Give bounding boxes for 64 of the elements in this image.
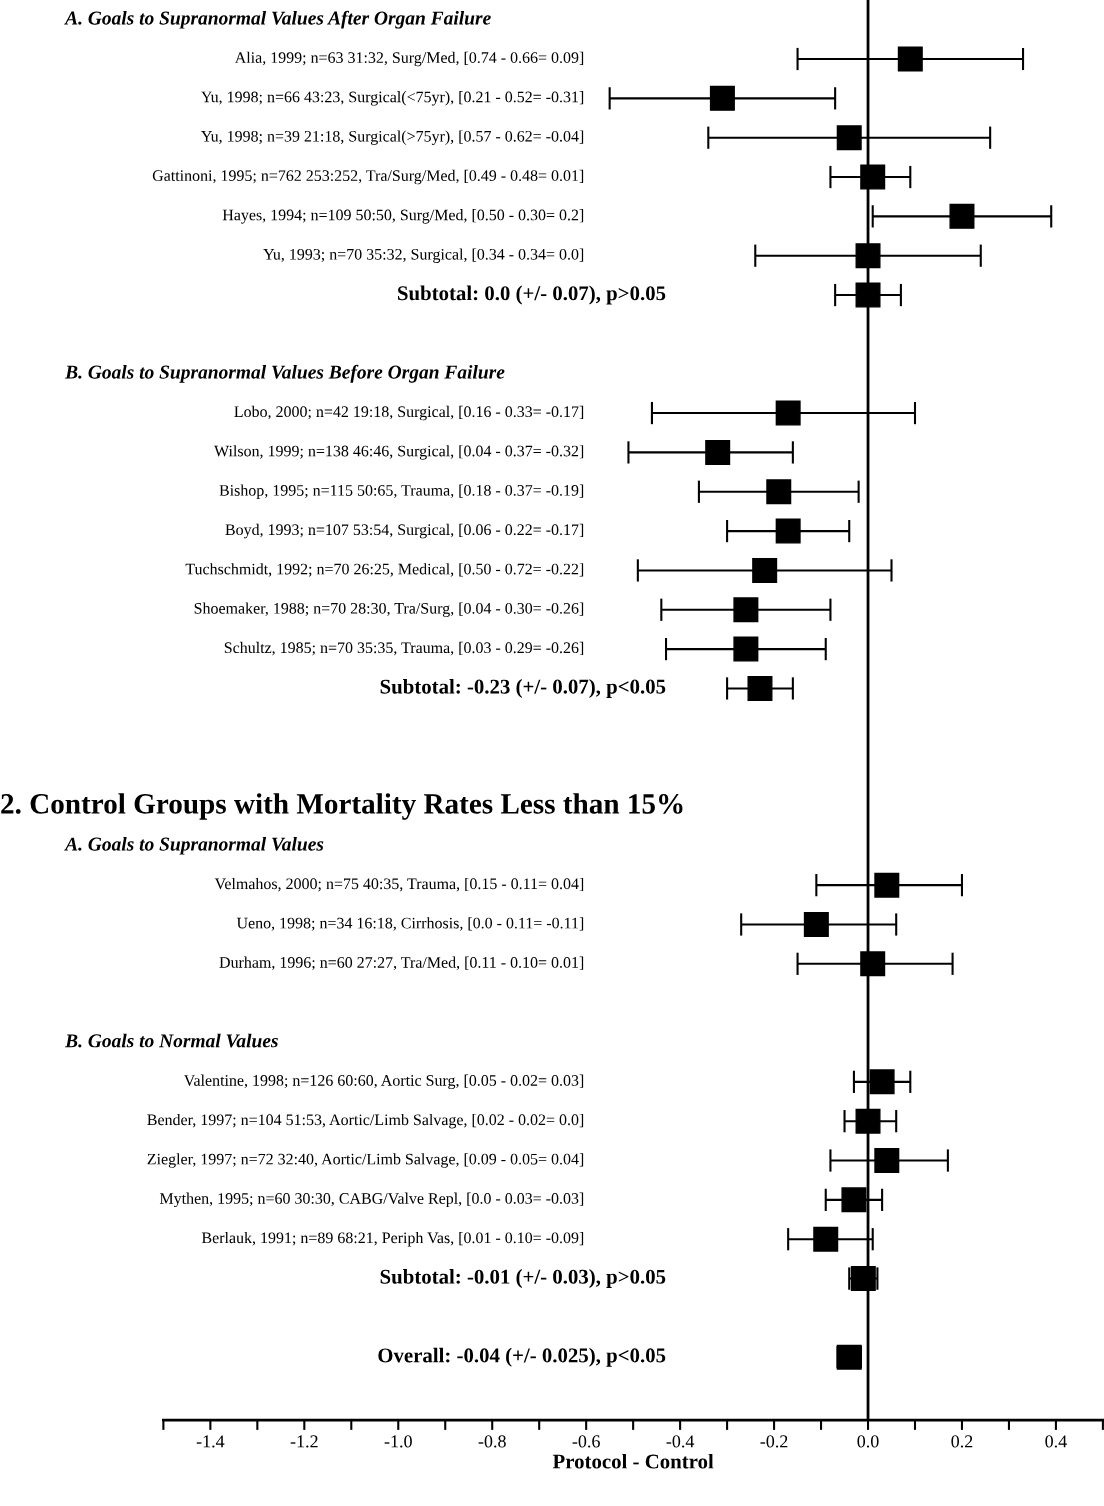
- y-tick-label: Durham, 1996; n=60 27:27, Tra/Med, [0.11 - 0.10= 0.01]: [219, 956, 584, 971]
- point: [747, 675, 773, 701]
- point: [855, 1108, 881, 1134]
- y-tick-label: A. Goals to Supranormal Values: [64, 836, 324, 855]
- y-tick-label: A. Goals to Supranormal Values After Organ Failure: [64, 10, 491, 29]
- y-tick-label: 2. Control Groups with Mortality Rates Less than 15%: [1, 793, 683, 820]
- point: [775, 400, 801, 426]
- x-tick-label: -0.8: [478, 1435, 506, 1448]
- y-tick-label: Boyd, 1993; n=107 53:54, Surgical, [0.06 - 0.22= -0.17]: [225, 523, 584, 539]
- y-tick-label: Overall: -0.04 (+/- 0.025), p<0.05: [378, 1347, 666, 1367]
- y-tick-label: Subtotal: -0.01 (+/- 0.03), p>0.05: [380, 1269, 666, 1288]
- y-tick-label: Hayes, 1994; n=109 50:50, Surg/Med, [0.50 - 0.30= 0.2]: [222, 209, 584, 224]
- y-tick-label: Berlauk, 1991; n=89 68:21, Periph Vas, [0.01 - 0.10= -0.09]: [201, 1231, 584, 1247]
- y-tick-label: Subtotal: -0.23 (+/- 0.07), p<0.05: [380, 679, 666, 698]
- point: [836, 125, 862, 151]
- x-tick-label: 0.0: [857, 1435, 879, 1448]
- point: [775, 518, 801, 544]
- y-tick-label: Yu, 1993; n=70 35:32, Surgical, [0.34 - 0.34= 0.0]: [263, 248, 584, 263]
- y-tick-label: B. Goals to Normal Values: [64, 1033, 278, 1048]
- x-tick-label: 0.2: [951, 1435, 973, 1448]
- y-tick-label: Alia, 1999; n=63 31:32, Surg/Med, [0.74 - 0.66= 0.09]: [234, 51, 584, 67]
- point: [874, 872, 900, 898]
- x-tick-label: -1.4: [196, 1435, 225, 1448]
- point: [869, 1069, 895, 1095]
- y-tick-label: Schultz, 1985; n=70 35:35, Trauma, [0.03 - 0.29= -0.26]: [224, 641, 584, 656]
- x-tick-label: -0.2: [760, 1435, 788, 1448]
- point: [705, 439, 731, 465]
- y-tick-label: Velmahos, 2000; n=75 40:35, Trauma, [0.15 - 0.11= 0.04]: [214, 877, 584, 892]
- point: [855, 282, 881, 308]
- y-tick-label: Mythen, 1995; n=60 30:30, CABG/Valve Repl, [0.0 - 0.03= -0.03]: [159, 1192, 584, 1208]
- y-tick-label: Subtotal: 0.0 (+/- 0.07), p>0.05: [398, 285, 666, 305]
- y-tick-label: Shoemaker, 1988; n=70 28:30, Tra/Surg, [0.04 - 0.30= -0.26]: [194, 602, 584, 618]
- point: [949, 203, 975, 229]
- point: [874, 1148, 900, 1174]
- x-axis-title: Protocol - Control: [552, 1453, 714, 1469]
- x-tick-label: 0.4: [1045, 1435, 1067, 1448]
- point: [733, 597, 759, 623]
- point: [855, 243, 881, 269]
- y-tick-label: Bishop, 1995; n=115 50:65, Trauma, [0.18 - 0.37= -0.19]: [219, 484, 584, 499]
- point: [897, 46, 923, 72]
- y-tick-label: Valentine, 1998; n=126 60:60, Aortic Surg, [0.05 - 0.02= 0.03]: [183, 1074, 584, 1090]
- y-tick-label: Ueno, 1998; n=34 16:18, Cirrhosis, [0.0 - 0.11= -0.11]: [236, 917, 584, 931]
- y-tick-label: Ziegler, 1997; n=72 32:40, Aortic/Limb Salvage, [0.09 - 0.05= 0.04]: [147, 1153, 584, 1168]
- y-tick-label: Yu, 1998; n=39 21:18, Surgical(>75yr), [0.57 - 0.62= -0.04]: [201, 130, 584, 145]
- x-tick-label: -1.0: [384, 1435, 412, 1448]
- y-tick-label: Wilson, 1999; n=138 46:46, Surgical, [0.04 - 0.37= -0.32]: [214, 445, 584, 460]
- y-tick-label: Gattinoni, 1995; n=762 253:252, Tra/Surg/Med, [0.49 - 0.48= 0.01]: [152, 169, 584, 185]
- y-tick-label: Bender, 1997; n=104 51:53, Aortic/Limb Salvage, [0.02 - 0.02= 0.0]: [147, 1113, 584, 1129]
- point: [803, 911, 829, 937]
- y-tick-label: B. Goals to Supranormal Values Before Organ Failure: [64, 364, 505, 383]
- point: [752, 557, 778, 583]
- x-tick-label: -1.2: [290, 1435, 318, 1448]
- y-tick-label: Tuchschmidt, 1992; n=70 26:25, Medical, [0.50 - 0.72= -0.22]: [185, 563, 584, 577]
- y-tick-label: Lobo, 2000; n=42 19:18, Surgical, [0.16 - 0.33= -0.17]: [234, 405, 584, 421]
- point: [709, 85, 735, 111]
- point: [841, 1187, 867, 1213]
- point: [860, 951, 886, 977]
- point: [813, 1226, 839, 1252]
- x-tick-label: -0.4: [666, 1435, 695, 1448]
- point: [733, 636, 759, 662]
- x-tick-label: -0.6: [572, 1435, 600, 1448]
- y-tick-label: Yu, 1998; n=66 43:23, Surgical(<75yr), [0.21 - 0.52= -0.31]: [201, 91, 584, 106]
- point: [860, 164, 886, 190]
- point: [766, 479, 792, 505]
